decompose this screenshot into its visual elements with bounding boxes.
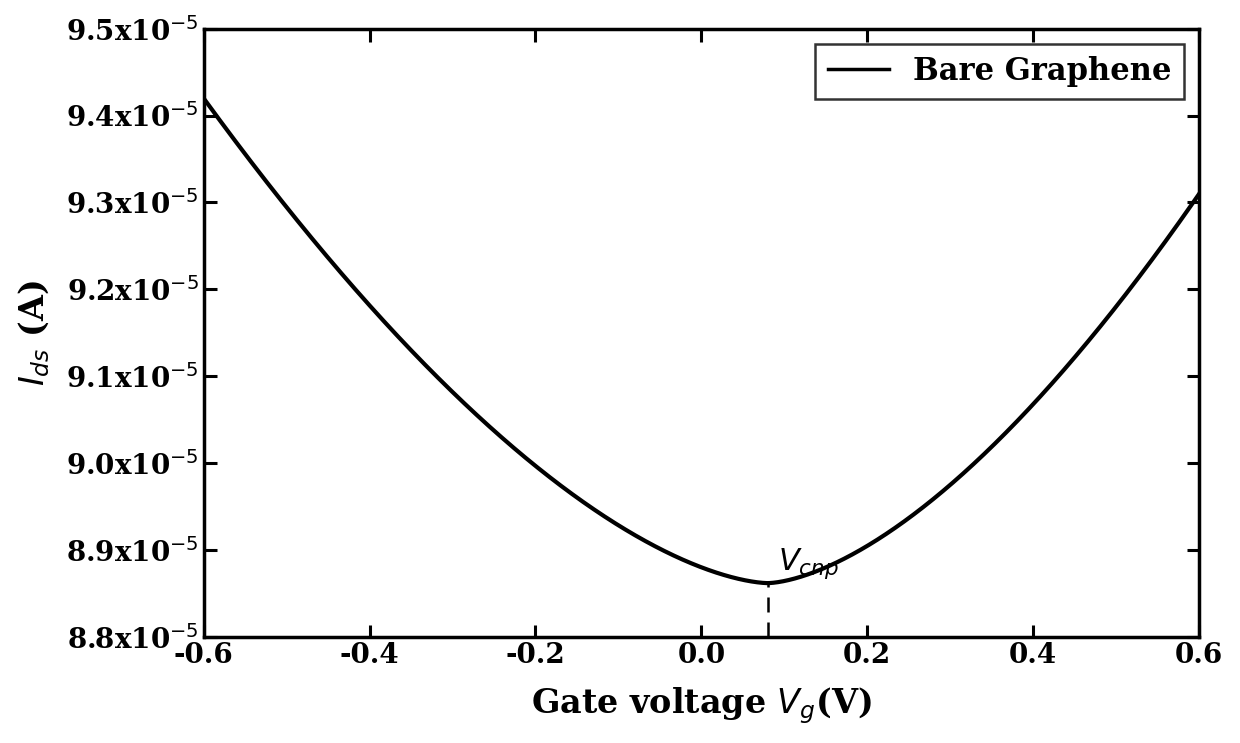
Y-axis label: $I_{ds}$ (A): $I_{ds}$ (A) (16, 280, 52, 386)
X-axis label: Gate voltage $V_g$(V): Gate voltage $V_g$(V) (531, 686, 872, 727)
Text: $V_{cnp}$: $V_{cnp}$ (777, 545, 838, 580)
Legend: Bare Graphene: Bare Graphene (816, 44, 1184, 100)
